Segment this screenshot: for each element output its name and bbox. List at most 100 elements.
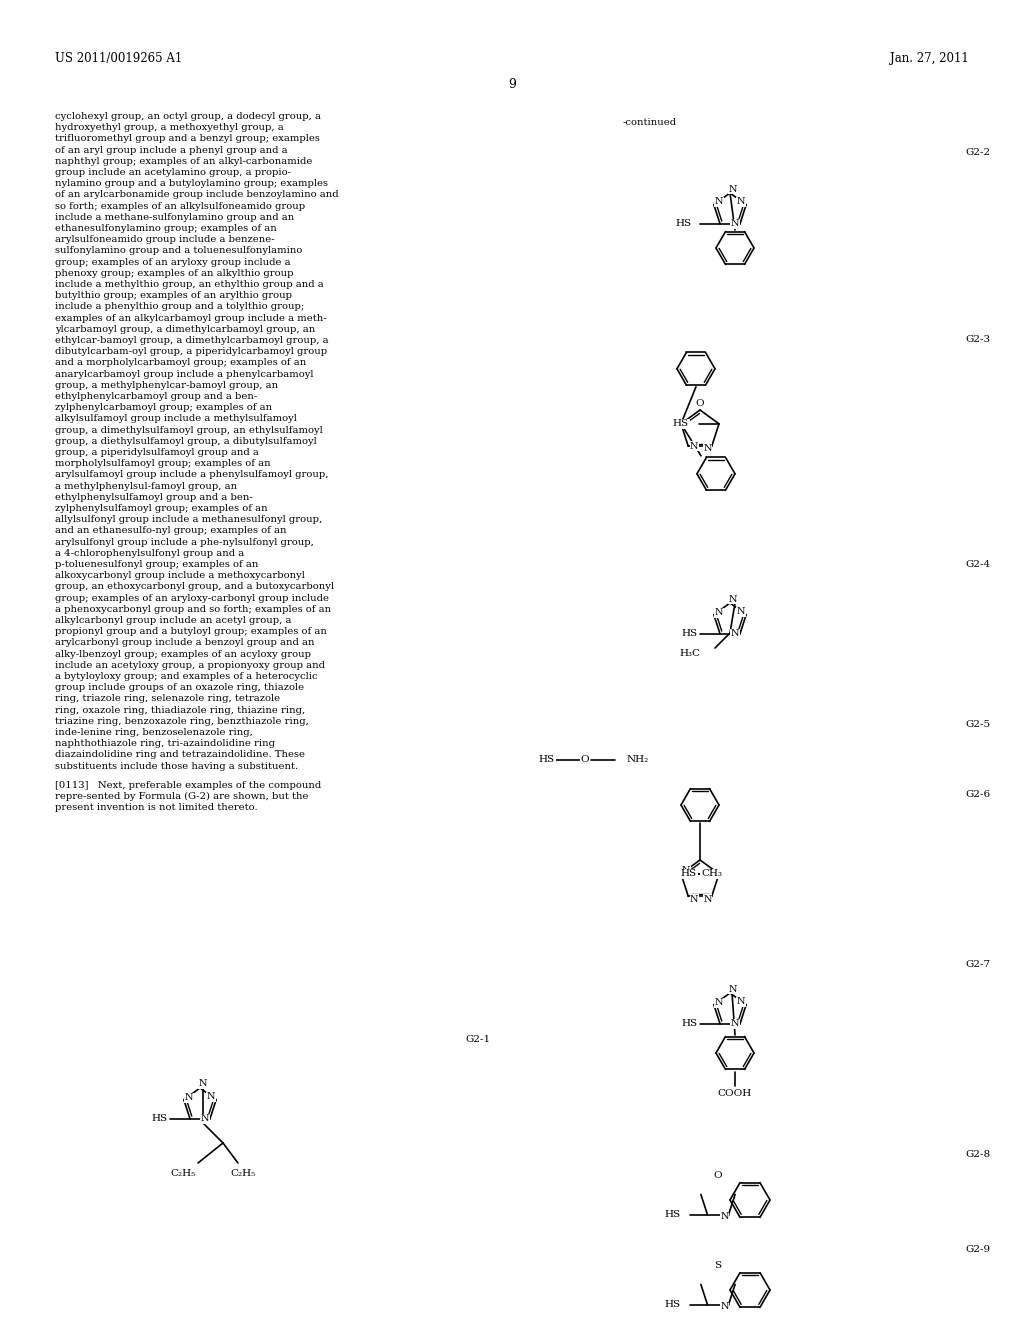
Text: HS: HS [682, 1019, 698, 1028]
Text: allylsulfonyl group include a methanesulfonyl group,: allylsulfonyl group include a methanesul… [55, 515, 323, 524]
Text: a 4-chlorophenylsulfonyl group and a: a 4-chlorophenylsulfonyl group and a [55, 549, 245, 558]
Text: a phenoxycarbonyl group and so forth; examples of an: a phenoxycarbonyl group and so forth; ex… [55, 605, 331, 614]
Text: ylcarbamoyl group, a dimethylcarbamoyl group, an: ylcarbamoyl group, a dimethylcarbamoyl g… [55, 325, 315, 334]
Text: HS: HS [682, 630, 698, 639]
Text: N: N [731, 630, 739, 639]
Text: US 2011/0019265 A1: US 2011/0019265 A1 [55, 51, 182, 65]
Text: ethylphenylcarbamoyl group and a ben-: ethylphenylcarbamoyl group and a ben- [55, 392, 257, 401]
Text: O: O [695, 400, 705, 408]
Text: sulfonylamino group and a toluenesulfonylamino: sulfonylamino group and a toluenesulfony… [55, 247, 302, 255]
Text: include a methylthio group, an ethylthio group and a: include a methylthio group, an ethylthio… [55, 280, 324, 289]
Text: a bytyloyloxy group; and examples of a heterocyclic: a bytyloyloxy group; and examples of a h… [55, 672, 317, 681]
Text: N: N [690, 442, 698, 450]
Text: group include groups of an oxazole ring, thiazole: group include groups of an oxazole ring,… [55, 684, 304, 692]
Text: dibutylcarbam-oyl group, a piperidylcarbamoyl group: dibutylcarbam-oyl group, a piperidylcarb… [55, 347, 327, 356]
Text: G2-8: G2-8 [965, 1150, 990, 1159]
Text: and an ethanesulfo-nyl group; examples of an: and an ethanesulfo-nyl group; examples o… [55, 527, 287, 536]
Text: N: N [731, 219, 739, 228]
Text: anarylcarbamoyl group include a phenylcarbamoyl: anarylcarbamoyl group include a phenylca… [55, 370, 313, 379]
Text: group, a piperidylsulfamoyl group and a: group, a piperidylsulfamoyl group and a [55, 447, 259, 457]
Text: ethanesulfonylamino group; examples of an: ethanesulfonylamino group; examples of a… [55, 224, 276, 234]
Text: N: N [690, 895, 698, 904]
Text: examples of an alkylcarbamoyl group include a meth-: examples of an alkylcarbamoyl group incl… [55, 314, 327, 322]
Text: N: N [737, 997, 745, 1006]
Text: hydroxyethyl group, a methoxyethyl group, a: hydroxyethyl group, a methoxyethyl group… [55, 123, 284, 132]
Text: cyclohexyl group, an octyl group, a dodecyl group, a: cyclohexyl group, an octyl group, a dode… [55, 112, 321, 121]
Text: group, a methylphenylcar-bamoyl group, an: group, a methylphenylcar-bamoyl group, a… [55, 380, 279, 389]
Text: NH₂: NH₂ [627, 755, 649, 764]
Text: N: N [184, 1093, 194, 1102]
Text: include an acetyloxy group, a propionyoxy group and: include an acetyloxy group, a propionyox… [55, 661, 325, 669]
Text: O: O [581, 755, 590, 764]
Text: H₃C: H₃C [679, 648, 700, 657]
Text: 9: 9 [508, 78, 516, 91]
Text: alkylcarbonyl group include an acetyl group, a: alkylcarbonyl group include an acetyl gr… [55, 616, 292, 624]
Text: naphthothiazole ring, tri-azaindolidine ring: naphthothiazole ring, tri-azaindolidine … [55, 739, 275, 748]
Text: nylamino group and a butyloylamino group; examples: nylamino group and a butyloylamino group… [55, 180, 328, 189]
Text: HS: HS [676, 219, 692, 228]
Text: zylphenylcarbamoyl group; examples of an: zylphenylcarbamoyl group; examples of an [55, 403, 272, 412]
Text: N: N [201, 1114, 209, 1123]
Text: and a morpholylcarbamoyl group; examples of an: and a morpholylcarbamoyl group; examples… [55, 359, 306, 367]
Text: N: N [729, 185, 737, 194]
Text: G2-6: G2-6 [965, 789, 990, 799]
Text: arylsulfoneamido group include a benzene-: arylsulfoneamido group include a benzene… [55, 235, 274, 244]
Text: group, an ethoxycarbonyl group, and a butoxycarbonyl: group, an ethoxycarbonyl group, and a bu… [55, 582, 334, 591]
Text: N: N [207, 1092, 215, 1101]
Text: morpholylsulfamoyl group; examples of an: morpholylsulfamoyl group; examples of an [55, 459, 270, 469]
Text: a methylphenylsul-famoyl group, an: a methylphenylsul-famoyl group, an [55, 482, 238, 491]
Text: COOH: COOH [718, 1089, 752, 1098]
Text: substituents include those having a substituent.: substituents include those having a subs… [55, 762, 298, 771]
Text: N: N [715, 609, 723, 618]
Text: naphthyl group; examples of an alkyl-carbonamide: naphthyl group; examples of an alkyl-car… [55, 157, 312, 166]
Text: G2-7: G2-7 [965, 960, 990, 969]
Text: [0113]   Next, preferable examples of the compound: [0113] Next, preferable examples of the … [55, 781, 322, 789]
Text: G2-9: G2-9 [965, 1245, 990, 1254]
Text: N: N [715, 197, 723, 206]
Text: S: S [715, 1262, 722, 1270]
Text: alkylsulfamoyl group include a methylsulfamoyl: alkylsulfamoyl group include a methylsul… [55, 414, 297, 424]
Text: ethylphenylsulfamoyl group and a ben-: ethylphenylsulfamoyl group and a ben- [55, 492, 253, 502]
Text: of an aryl group include a phenyl group and a: of an aryl group include a phenyl group … [55, 145, 288, 154]
Text: HS: HS [665, 1300, 680, 1309]
Text: HS: HS [152, 1114, 168, 1123]
Text: N: N [199, 1080, 207, 1089]
Text: N: N [729, 985, 737, 994]
Text: inde-lenine ring, benzoselenazole ring,: inde-lenine ring, benzoselenazole ring, [55, 729, 253, 737]
Text: HS: HS [673, 420, 689, 428]
Text: N: N [682, 866, 690, 875]
Text: alkoxycarbonyl group include a methoxycarbonyl: alkoxycarbonyl group include a methoxyca… [55, 572, 305, 581]
Text: ring, triazole ring, selenazole ring, tetrazole: ring, triazole ring, selenazole ring, te… [55, 694, 281, 704]
Text: G2-5: G2-5 [965, 719, 990, 729]
Text: CH₃: CH₃ [701, 870, 722, 878]
Text: zylphenylsulfamoyl group; examples of an: zylphenylsulfamoyl group; examples of an [55, 504, 267, 513]
Text: phenoxy group; examples of an alkylthio group: phenoxy group; examples of an alkylthio … [55, 269, 294, 277]
Text: ring, oxazole ring, thiadiazole ring, thiazine ring,: ring, oxazole ring, thiadiazole ring, th… [55, 706, 305, 714]
Text: propionyl group and a butyloyl group; examples of an: propionyl group and a butyloyl group; ex… [55, 627, 327, 636]
Text: N: N [729, 594, 737, 603]
Text: include a methane-sulfonylamino group and an: include a methane-sulfonylamino group an… [55, 213, 294, 222]
Text: -continued: -continued [623, 117, 677, 127]
Text: group; examples of an aryloxy-carbonyl group include: group; examples of an aryloxy-carbonyl g… [55, 594, 329, 603]
Text: C₂H₅: C₂H₅ [170, 1168, 196, 1177]
Text: G2-1: G2-1 [465, 1035, 490, 1044]
Text: arylsulfamoyl group include a phenylsulfamoyl group,: arylsulfamoyl group include a phenylsulf… [55, 470, 329, 479]
Text: p-toluenesulfonyl group; examples of an: p-toluenesulfonyl group; examples of an [55, 560, 258, 569]
Text: trifluoromethyl group and a benzyl group; examples: trifluoromethyl group and a benzyl group… [55, 135, 319, 144]
Text: HS: HS [665, 1210, 680, 1220]
Text: N: N [731, 1019, 739, 1028]
Text: O: O [714, 1172, 722, 1180]
Text: group include an acetylamino group, a propio-: group include an acetylamino group, a pr… [55, 168, 291, 177]
Text: N: N [737, 607, 745, 616]
Text: N: N [720, 1302, 729, 1311]
Text: N: N [720, 1212, 729, 1221]
Text: HS: HS [681, 870, 697, 878]
Text: N: N [715, 998, 723, 1007]
Text: Jan. 27, 2011: Jan. 27, 2011 [890, 51, 969, 65]
Text: G2-2: G2-2 [965, 148, 990, 157]
Text: G2-4: G2-4 [965, 560, 990, 569]
Text: N: N [703, 444, 712, 453]
Text: C₂H₅: C₂H₅ [230, 1168, 256, 1177]
Text: of an arylcarbonamide group include benzoylamino and: of an arylcarbonamide group include benz… [55, 190, 339, 199]
Text: alky-lbenzoyl group; examples of an acyloxy group: alky-lbenzoyl group; examples of an acyl… [55, 649, 311, 659]
